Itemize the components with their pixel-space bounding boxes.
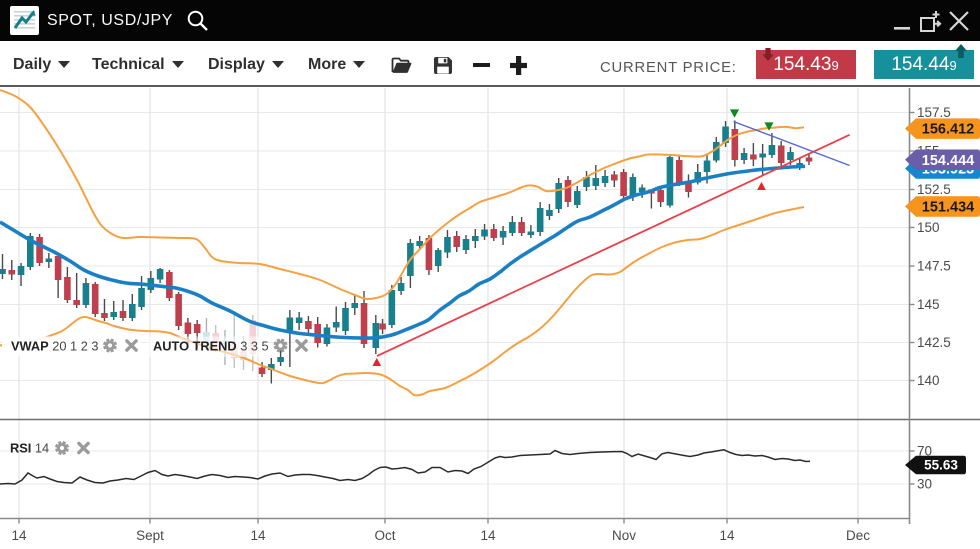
svg-text:140: 140 xyxy=(917,373,940,388)
svg-text:55.63: 55.63 xyxy=(924,458,958,473)
svg-text:145: 145 xyxy=(917,297,940,312)
svg-text:Sept: Sept xyxy=(136,528,164,543)
svg-text:VWAP 20 1 2 3: VWAP 20 1 2 3 xyxy=(11,339,99,354)
svg-text:Dec: Dec xyxy=(846,528,870,543)
svg-text:70: 70 xyxy=(917,444,932,459)
svg-text:14: 14 xyxy=(480,528,496,543)
svg-text:154.444: 154.444 xyxy=(922,153,974,169)
svg-text:147.5: 147.5 xyxy=(917,259,951,274)
svg-text:150: 150 xyxy=(917,220,940,235)
svg-text:Nov: Nov xyxy=(612,528,636,543)
svg-text:156.412: 156.412 xyxy=(922,122,974,138)
svg-text:152.5: 152.5 xyxy=(917,182,951,197)
svg-text:Oct: Oct xyxy=(374,528,395,543)
svg-text:157.5: 157.5 xyxy=(917,105,951,120)
svg-text:AUTO TREND 3 3 5: AUTO TREND 3 3 5 xyxy=(153,339,269,354)
svg-text:14: 14 xyxy=(250,528,266,543)
svg-text:RSI 14: RSI 14 xyxy=(10,441,49,456)
svg-text:142.5: 142.5 xyxy=(917,335,951,350)
svg-text:30: 30 xyxy=(917,477,932,492)
svg-text:14: 14 xyxy=(11,528,27,543)
svg-text:14: 14 xyxy=(719,528,735,543)
svg-text:151.434: 151.434 xyxy=(922,200,974,216)
